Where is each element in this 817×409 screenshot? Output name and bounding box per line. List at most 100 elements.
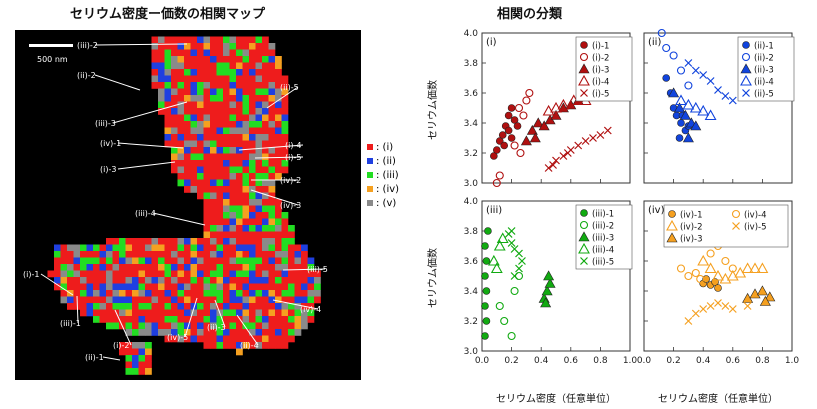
x-tick-label: 1.0 [785,356,800,366]
data-point [666,232,678,243]
annotation-leader [76,295,79,324]
data-point [514,271,524,281]
data-point [532,117,544,128]
data-point [525,88,534,98]
panel-label: (iii) [486,205,502,216]
data-point [515,249,523,258]
legend-entry: (ii)-2 [754,54,774,64]
data-point [684,81,693,90]
legend-entry: (ii)-3 [754,66,774,76]
series-legend [663,204,789,248]
data-point [484,227,492,235]
data-point [510,116,519,124]
data-point [743,302,752,310]
y-tick-label: 4.0 [464,197,479,207]
scatter-panel-2: (ii) (ii)-1 (ii)-2 (ii)-3 (ii)-4 (ii)-5 [643,28,795,184]
data-point [706,77,715,85]
y-tick-label: 3.6 [464,257,479,267]
data-point [495,301,504,311]
data-point [684,59,693,67]
legend-entry: (iii)-4 [592,246,614,256]
data-point [596,131,605,139]
data-point [721,256,730,266]
annotation-leader [94,43,188,46]
legend-entry: (iii)-1 [592,210,614,220]
y-tick-label: 4.0 [464,29,479,39]
panel-label: (i) [486,37,497,48]
data-point [691,268,700,278]
data-point [690,120,702,131]
scale-bar [29,44,73,47]
data-point [741,52,751,62]
data-point [721,302,730,310]
data-point [721,92,730,100]
data-point [578,74,590,86]
data-point [589,134,597,142]
scatter-panels: 3.0 3.2 3.4 3.6 3.8 4.0 (i) (i)-1 (i)-2 (i)-3 (i)-… [426,28,800,405]
data-point [493,239,506,251]
data-point [764,291,776,302]
data-point [749,262,761,274]
map-title: セリウム密度ー価数の相関マップ [70,7,266,22]
map-annotation-label: (i)-1 [23,270,39,279]
data-point [666,219,678,231]
legend-entry: (iii)-5 [592,258,614,268]
data-point [759,295,771,306]
data-point [493,146,501,154]
data-point [668,210,676,218]
data-point [538,120,550,131]
data-point [543,270,555,281]
map-annotation-label: (ii)-1 [85,353,104,362]
legend-entry: (ii)-4 [754,78,774,88]
legend-entry: (i)-5 [592,90,609,100]
data-point [756,285,768,296]
data-point [481,302,489,310]
legend-swatch-ii [367,158,373,164]
data-point [676,66,686,75]
data-point [740,74,752,86]
data-point [657,28,666,38]
data-point [518,257,526,265]
x-tick-label: 0.4 [696,356,711,366]
y-axis-label-top: セリウム価数 [426,80,439,140]
data-point [520,135,532,146]
data-point [490,262,503,274]
map-annotation-label: (iii)-4 [135,209,156,218]
legend-entry: (iv)-2 [680,223,703,233]
data-point [516,148,525,158]
data-point [580,41,588,49]
annotation-leader [94,74,141,91]
data-point [578,63,590,74]
data-point [728,264,737,273]
x-tick-label: 0.8 [593,356,608,366]
annotation-leader [236,314,259,346]
data-point [697,104,710,116]
data-point [557,102,569,113]
data-point [675,134,684,142]
legend-row-iii: : (iii) [367,168,419,182]
legend-swatch-i [367,144,373,150]
data-point [487,254,500,266]
scale-bar-label: 500 nm [37,55,68,64]
data-point [662,74,670,82]
map-annotation-label: (iv)-2 [280,176,301,185]
annotation-leader [214,299,226,328]
data-point [510,141,519,150]
data-point [507,239,516,247]
annotation-leader [102,356,121,361]
data-point [559,152,568,160]
x-tick-label: 0.2 [504,356,518,366]
annotation-leader [117,161,176,170]
legend-entry: (ii)-5 [754,90,774,100]
data-point [603,126,612,135]
data-point [669,51,678,60]
data-point [676,264,686,273]
x-tick-label: 0.0 [475,356,490,366]
y-tick-label: 3.0 [464,347,479,357]
data-point [578,242,590,254]
map-annotation-label: (ii)-4 [240,341,259,350]
map-annotation-label: (iv)-5 [167,333,188,342]
data-point [482,287,491,295]
data-point [579,220,589,230]
annotation-leader [266,86,299,109]
